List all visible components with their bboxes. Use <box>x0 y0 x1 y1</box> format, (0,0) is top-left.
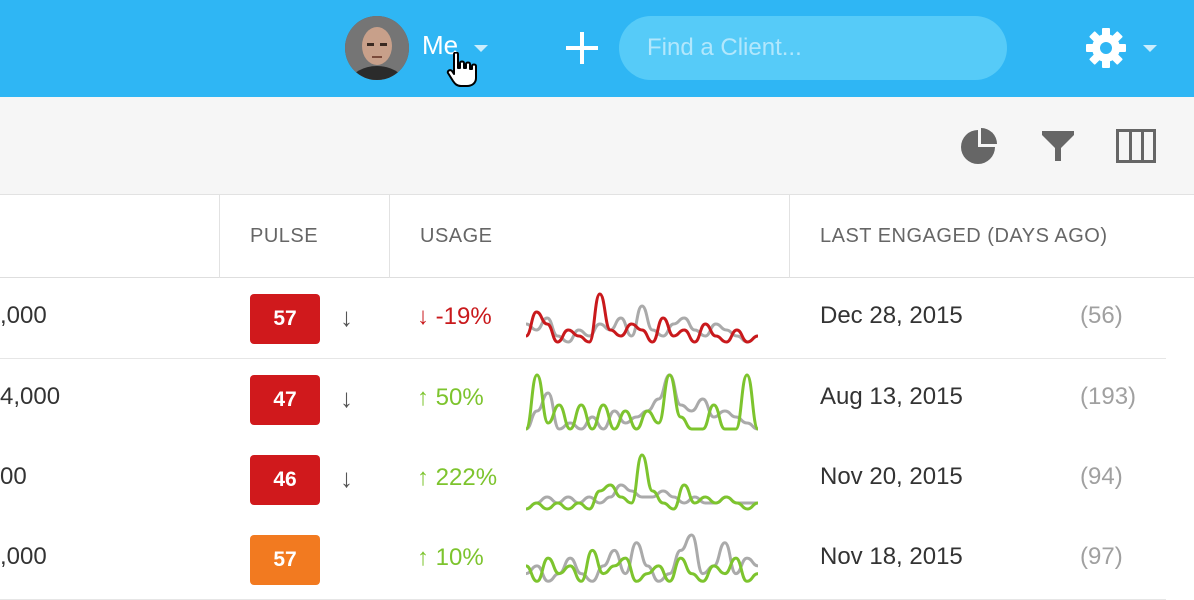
pulse-trend-arrow-icon: ↓ <box>340 463 353 493</box>
last-engaged-date: Nov 18, 2015 <box>820 543 963 570</box>
usage-change: ↑ 50% <box>417 384 484 411</box>
filter-icon[interactable] <box>1040 129 1076 163</box>
pulse-score-badge: 47 <box>250 375 320 425</box>
last-engaged-date: Nov 20, 2015 <box>820 463 963 490</box>
pie-chart-icon[interactable] <box>958 127 998 167</box>
gear-icon[interactable] <box>1085 27 1127 69</box>
pulse-trend-arrow-icon: ↓ <box>340 302 353 332</box>
pulse-column-header[interactable]: PULSE <box>250 225 319 247</box>
days-ago: (97) <box>1080 543 1123 570</box>
days-ago: (94) <box>1080 463 1123 490</box>
pulse-score-badge: 57 <box>250 535 320 585</box>
usage-change: ↑ 222% <box>417 464 498 491</box>
last-engaged-column-header[interactable]: LAST ENGAGED (DAYS AGO) <box>820 225 1108 247</box>
last-engaged-date: Dec 28, 2015 <box>820 302 963 329</box>
user-menu-chevron-down-icon[interactable] <box>474 45 488 52</box>
table-header: PULSE USAGE LAST ENGAGED (DAYS AGO) <box>0 195 1194 278</box>
add-client-button[interactable] <box>566 32 598 64</box>
find-client-search-input[interactable] <box>619 16 1007 80</box>
hand-pointer-cursor-icon <box>446 52 477 87</box>
revenue-value: ,000 <box>0 302 47 329</box>
days-ago: (56) <box>1080 302 1123 329</box>
revenue-value: 4,000 <box>0 383 61 410</box>
usage-change: ↓ -19% <box>417 303 492 330</box>
current-period-sparkline <box>526 292 758 344</box>
usage-sparkline <box>526 292 758 344</box>
usage-sparkline <box>526 453 758 511</box>
current-period-sparkline <box>526 373 758 431</box>
table-toolbar <box>0 97 1194 195</box>
revenue-value: ,000 <box>0 543 47 570</box>
top-navigation-bar: Me <box>0 0 1194 97</box>
pulse-trend-arrow-icon: ↓ <box>340 383 353 413</box>
days-ago: (193) <box>1080 383 1137 410</box>
revenue-value: 00 <box>0 463 27 490</box>
usage-sparkline <box>526 533 758 583</box>
columns-icon[interactable] <box>1116 129 1156 163</box>
user-avatar[interactable] <box>345 16 409 80</box>
table-row[interactable]: ,000 57 ↓ ↓ -19% Dec 28, 2015 (56) <box>0 278 1166 359</box>
current-period-sparkline <box>526 453 758 511</box>
usage-column-header[interactable]: USAGE <box>420 225 493 247</box>
previous-period-sparkline <box>526 304 758 344</box>
pulse-score-badge: 46 <box>250 455 320 505</box>
table-row[interactable]: ,000 57 ↑ 10% Nov 18, 2015 (97) <box>0 519 1166 600</box>
table-row[interactable]: 4,000 47 ↓ ↑ 50% Aug 13, 2015 (193) <box>0 359 1166 440</box>
usage-change: ↑ 10% <box>417 544 484 571</box>
previous-period-sparkline <box>526 533 758 583</box>
pulse-score-badge: 57 <box>250 294 320 344</box>
table-row[interactable]: 00 46 ↓ ↑ 222% Nov 20, 2015 (94) <box>0 439 1166 520</box>
last-engaged-date: Aug 13, 2015 <box>820 383 963 410</box>
usage-sparkline <box>526 373 758 431</box>
user-menu-label[interactable]: Me <box>422 30 459 60</box>
settings-chevron-down-icon[interactable] <box>1143 45 1157 52</box>
